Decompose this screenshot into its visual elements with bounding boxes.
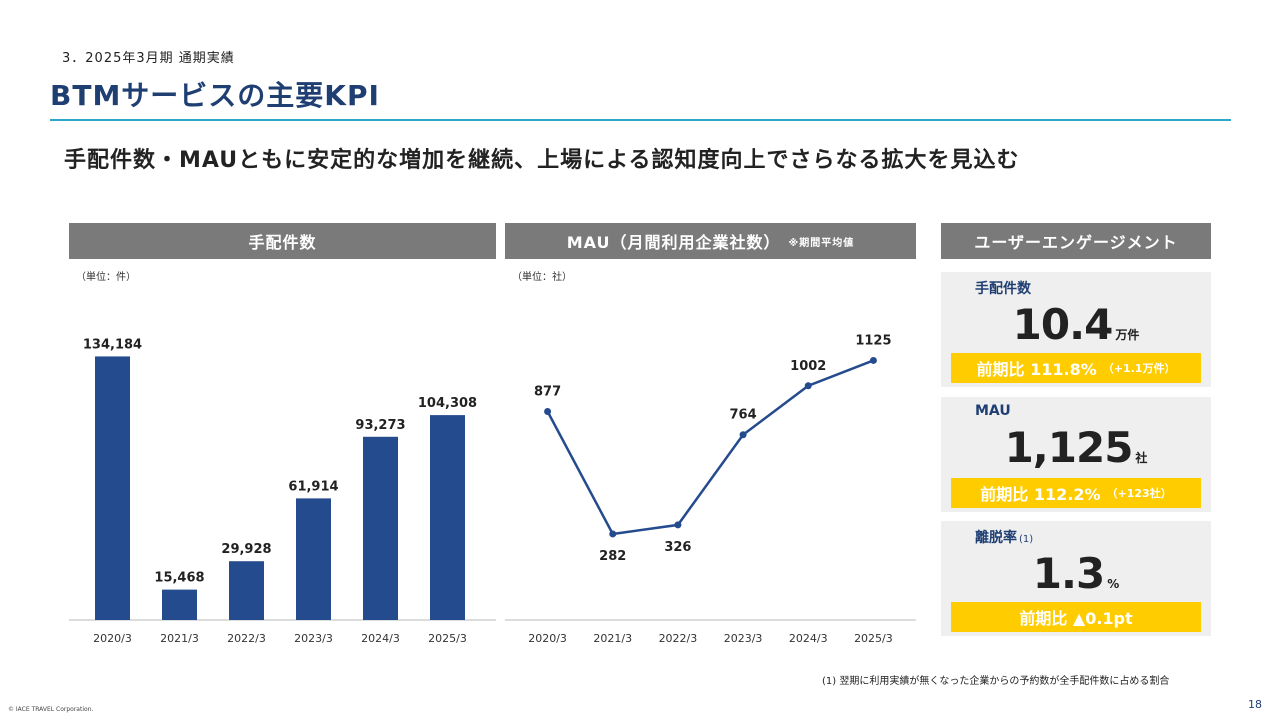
mau-unit-label: （単位：社） [512, 272, 572, 283]
kpi-card-churn: 離脱率 (1) 1.3% 前期比 ▲0.1pt [941, 521, 1211, 636]
title-divider [50, 119, 1231, 121]
arrangements-panel-header: 手配件数 [69, 223, 496, 259]
bar-data-label: 93,273 [355, 418, 405, 433]
kpi-card-value: 1.3% [1032, 549, 1120, 598]
kpi-card-mau: MAU 1,125 社 前期比 112.2% （+123社） [941, 397, 1211, 512]
x-tick-label: 2021/3 [593, 632, 632, 645]
mau-line-chart: 877 2020/3 282 2021/3 326 2022/3 764 2023/3 1002… [505, 333, 916, 645]
x-tick-label: 2022/3 [659, 632, 698, 645]
data-point [609, 530, 617, 538]
bar [296, 498, 331, 620]
page-number: 18 [1248, 698, 1262, 711]
bar [162, 589, 197, 620]
bar-data-label: 29,928 [221, 542, 271, 557]
footnote: (1) 翌期に利用実績が無くなった企業からの予約数が全手配件数に占める割合 [822, 676, 1170, 687]
kpi-card-yoy-badge: 前期比 ▲0.1pt [951, 602, 1201, 632]
data-point [804, 382, 812, 390]
kpi-card-label: MAU [975, 403, 1011, 419]
series-line [546, 359, 874, 536]
x-tick-label: 2023/3 [724, 632, 763, 645]
point-data-label: 326 [664, 540, 691, 555]
kpi-card-value: 1,125 社 [1004, 423, 1148, 472]
bar-data-label: 15,468 [154, 571, 204, 586]
x-tick-label: 2022/3 [227, 632, 266, 645]
x-tick-label: 2023/3 [294, 632, 333, 645]
bar [95, 356, 130, 620]
data-point [869, 356, 877, 364]
arrangements-unit-label: （単位：件） [76, 272, 136, 283]
data-point [544, 407, 552, 415]
arrangements-bar-chart: 134,184 2020/3 15,468 2021/3 29,928 2022/3 61,… [69, 337, 496, 645]
kpi-card-yoy-badge: 前期比 112.2% （+123社） [951, 478, 1201, 508]
copyright: © IACE TRAVEL Corporation. [8, 706, 94, 713]
point-data-label: 1125 [855, 333, 891, 348]
x-tick-label: 2020/3 [528, 632, 567, 645]
x-tick-label: 2024/3 [361, 632, 400, 645]
x-tick-label: 2025/3 [428, 632, 467, 645]
kpi-card-label: 手配件数 [975, 281, 1031, 297]
headline: 手配件数・MAUともに安定的な増加を継続、上場による認知度向上でさらなる拡大を見… [64, 148, 1020, 173]
bar [430, 415, 465, 620]
bar [363, 436, 398, 620]
mau-panel-note: ※期間平均値 [788, 237, 855, 249]
arrangements-panel-title: 手配件数 [248, 233, 317, 252]
kpi-card-label: 離脱率 (1) [975, 530, 1034, 546]
bar [229, 561, 264, 620]
mau-panel-header: MAU（月間利用企業社数） ※期間平均値 [505, 223, 916, 259]
page-title: BTMサービスの主要KPI [50, 79, 380, 112]
kpi-card-yoy-badge: 前期比 111.8% （+1.1万件） [951, 353, 1201, 383]
data-point [674, 521, 682, 529]
point-data-label: 877 [534, 384, 561, 399]
x-tick-label: 2024/3 [789, 632, 828, 645]
bar-data-label: 61,914 [288, 479, 338, 494]
point-data-label: 1002 [790, 359, 826, 374]
bar-data-label: 104,308 [418, 396, 477, 411]
bar-data-label: 134,184 [83, 337, 142, 352]
kpi-card-arrangements: 手配件数 10.4 万件 前期比 111.8% （+1.1万件） [941, 272, 1211, 387]
point-data-label: 282 [599, 549, 626, 564]
point-data-label: 764 [730, 408, 757, 423]
data-point [739, 431, 747, 439]
engagement-panel-title: ユーザーエンゲージメント [974, 233, 1178, 252]
section-label: 3．2025年3月期 通期実績 [62, 51, 235, 66]
engagement-panel-header: ユーザーエンゲージメント [941, 223, 1211, 259]
x-tick-label: 2020/3 [93, 632, 132, 645]
mau-panel-title: MAU（月間利用企業社数） [566, 233, 781, 252]
kpi-card-value: 10.4 万件 [1012, 300, 1140, 349]
x-tick-label: 2025/3 [854, 632, 893, 645]
x-tick-label: 2021/3 [160, 632, 199, 645]
